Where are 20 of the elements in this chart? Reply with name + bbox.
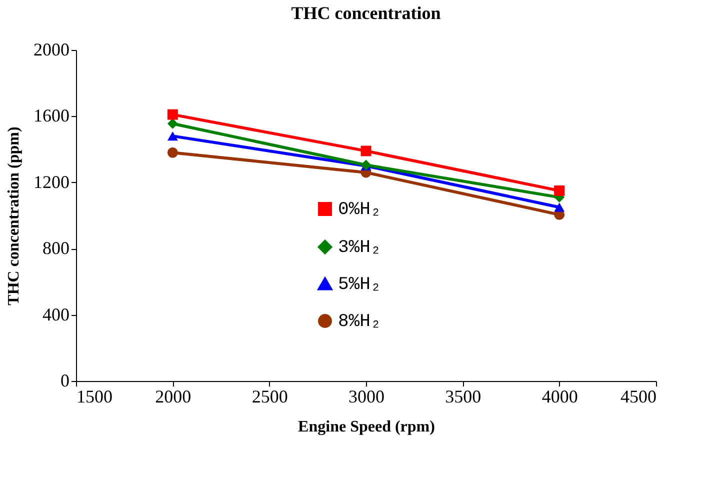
- legend-label: 0%H₂: [338, 200, 382, 220]
- y-tick-label: 1200: [34, 172, 70, 192]
- x-tick-label: 3000: [348, 386, 384, 406]
- x-tick-label: 1500: [76, 386, 112, 406]
- legend-label: 5%H₂: [338, 275, 382, 295]
- x-tick-label: 3500: [445, 386, 482, 406]
- legend-label: 3%H₂: [338, 238, 382, 258]
- legend-label: 8%H₂: [338, 312, 382, 332]
- x-tick-label: 4000: [542, 386, 578, 406]
- x-tick-label: 2000: [155, 386, 192, 406]
- y-tick-label: 0: [60, 370, 70, 390]
- y-tick-label: 400: [42, 304, 70, 324]
- x-tick-label: 4500: [620, 386, 656, 406]
- y-tick-label: 800: [42, 238, 70, 258]
- chart-title: THC concentration: [291, 3, 441, 23]
- y-tick-label: 1600: [34, 106, 70, 126]
- y-axis-title: THC concentration (ppm): [6, 126, 22, 306]
- x-tick-label: 2500: [252, 386, 288, 406]
- y-tick-label: 2000: [34, 40, 70, 60]
- x-axis-title: Engine Speed (rpm): [298, 418, 435, 436]
